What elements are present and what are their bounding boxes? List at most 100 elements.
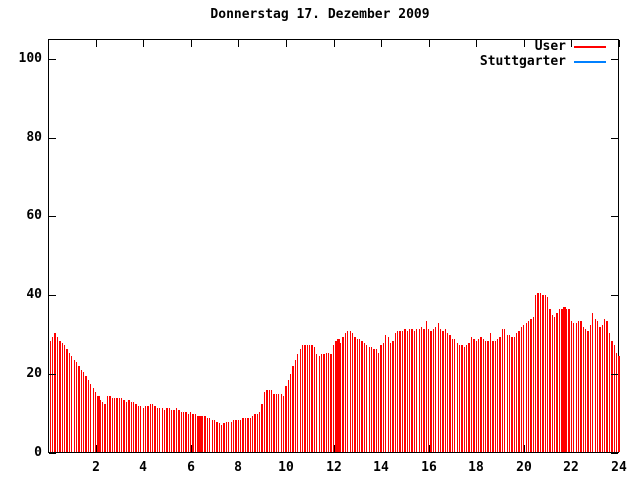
y-tick-label: 0 — [34, 445, 42, 460]
bar-user — [180, 411, 182, 452]
bar-user — [192, 413, 194, 452]
bar-user — [363, 342, 366, 452]
bar-user — [359, 338, 361, 452]
bar-user — [201, 415, 204, 452]
bar-user — [161, 407, 163, 452]
bar-user — [356, 338, 358, 452]
bar-user — [423, 328, 425, 452]
bar-user — [615, 352, 618, 452]
x-tick-label: 10 — [278, 460, 294, 475]
bar-user — [240, 419, 242, 452]
y-tick-right — [611, 295, 618, 296]
x-tick-label: 22 — [563, 460, 579, 475]
legend-line-stuttgarter — [574, 61, 606, 63]
bar-user — [244, 417, 247, 452]
bar-user — [301, 344, 304, 452]
bar-user — [230, 421, 232, 452]
bar-user — [466, 344, 468, 452]
bar-user — [316, 354, 318, 452]
bar-user — [285, 386, 287, 452]
x-tick-bottom — [429, 445, 430, 452]
bar-user — [213, 419, 216, 452]
bar-user — [259, 411, 261, 452]
y-tick-left — [49, 59, 56, 60]
bar-user — [556, 313, 558, 452]
bar-user — [106, 395, 109, 452]
bar-user — [275, 393, 278, 452]
x-tick-label: 6 — [187, 460, 195, 475]
y-tick-left — [49, 453, 56, 454]
x-tick-label: 16 — [421, 460, 437, 475]
bar-user — [599, 326, 601, 452]
bar-user — [278, 393, 280, 452]
bar-user — [449, 334, 451, 452]
bar-user — [596, 320, 599, 452]
x-tick-top — [524, 40, 525, 47]
bar-user — [361, 340, 363, 452]
legend-row-user: User — [0, 40, 640, 54]
bar-user — [123, 399, 125, 452]
bar-user — [71, 356, 73, 452]
bar-user — [282, 395, 285, 452]
bar-user — [404, 328, 406, 452]
x-tick-top — [619, 40, 620, 47]
y-tick-right — [611, 216, 618, 217]
x-tick-top — [476, 40, 477, 47]
y-tick-right — [611, 374, 618, 375]
bar-user — [121, 397, 123, 452]
bar-user — [618, 356, 620, 452]
y-tick-right — [611, 59, 618, 60]
bar-user — [582, 326, 584, 452]
bar-user — [594, 318, 596, 452]
bar-user — [197, 415, 199, 452]
bar-user — [418, 328, 420, 452]
bar-user — [309, 344, 311, 452]
y-tick-left — [49, 216, 56, 217]
bar-user — [228, 421, 230, 452]
bar-user — [435, 326, 437, 452]
bar-user — [198, 415, 202, 452]
x-tick-top — [286, 40, 287, 47]
x-tick-top — [334, 40, 335, 47]
bar-user — [216, 421, 218, 452]
y-tick-right — [611, 138, 618, 139]
bar-user — [380, 344, 382, 452]
bar-user — [497, 338, 499, 452]
x-tick-top — [381, 40, 382, 47]
bar-user — [256, 413, 259, 452]
bar-user — [456, 342, 458, 452]
bar-user — [470, 336, 473, 452]
bar-user — [613, 344, 615, 452]
bar-user — [80, 370, 82, 452]
bar-user — [154, 405, 156, 452]
bar-user — [328, 352, 330, 452]
bar-user — [354, 336, 356, 452]
bar-user — [249, 417, 251, 452]
bar-user — [530, 318, 532, 452]
bar-user — [408, 328, 411, 452]
bar-user — [64, 344, 66, 452]
bar-user — [558, 309, 561, 452]
bar-user — [516, 332, 518, 452]
bar-user — [187, 413, 190, 452]
bar-user — [149, 403, 151, 452]
bar-user — [344, 332, 347, 452]
bar-user — [221, 425, 223, 452]
bar-user — [539, 293, 542, 452]
x-tick-bottom — [334, 445, 335, 452]
bar-user — [66, 348, 68, 452]
x-tick-top — [571, 40, 572, 47]
bar-user — [232, 419, 235, 452]
bar-user — [537, 293, 539, 452]
bar-user — [130, 401, 132, 452]
bar-user — [527, 320, 530, 452]
x-tick-label: 18 — [468, 460, 484, 475]
bar-user — [96, 395, 100, 452]
bar-user — [577, 320, 580, 452]
bar-user — [458, 344, 461, 452]
bar-user — [218, 423, 220, 452]
bar-user — [463, 346, 466, 452]
bar-user — [506, 334, 508, 452]
bar-user — [237, 419, 239, 452]
bar-user — [513, 336, 515, 452]
